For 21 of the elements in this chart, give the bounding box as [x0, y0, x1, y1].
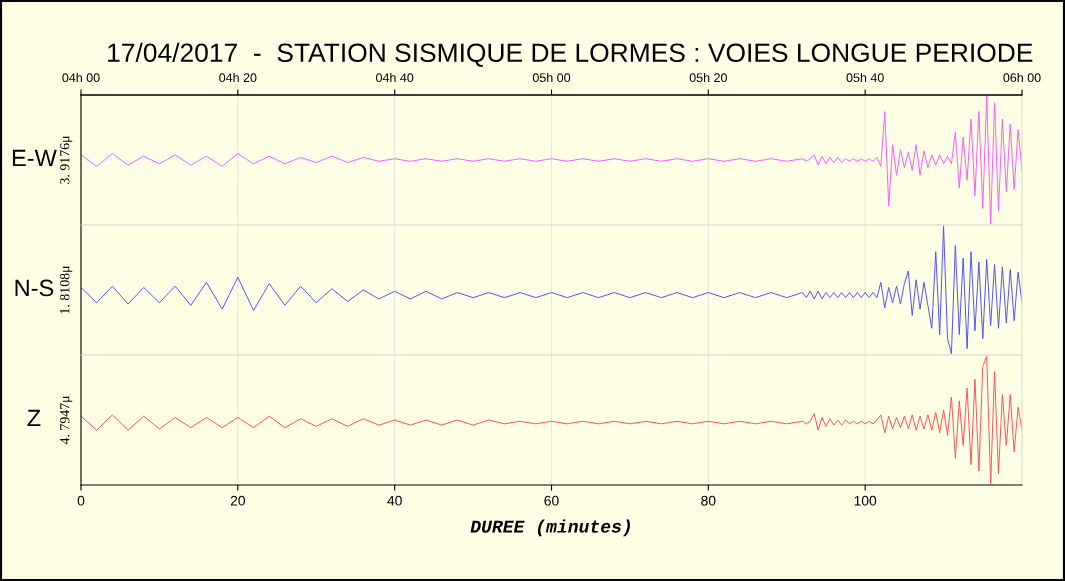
x2-tick-label: 05h 20 [689, 72, 727, 83]
chart-title: 17/04/2017 - STATION SISMIQUE DE LORMES : VOIES LONGUE PERIODE [108, 42, 1033, 67]
x2-tick-label: 04h 20 [219, 72, 257, 83]
x-tick-label: 100 [854, 495, 877, 506]
x2-tick-label: 06h 00 [1003, 72, 1041, 83]
x-tick-label: 60 [544, 495, 559, 506]
y-axis-title: N-S [15, 279, 54, 297]
x-tick-label: 40 [387, 495, 402, 506]
x2-tick-label: 04h 40 [376, 72, 414, 83]
x2-tick-label: 04h 00 [62, 72, 100, 83]
x-tick-label: 0 [77, 495, 85, 506]
x-tick-label: 20 [230, 495, 246, 506]
x2-tick-label: 05h 40 [846, 72, 884, 83]
y-axis-title: Z [27, 409, 41, 427]
x-tick-label: 80 [701, 495, 716, 506]
text: 4. 7947μ [60, 396, 73, 445]
x2-tick-label: 05h 00 [532, 72, 571, 83]
y-axis-title: E-W [12, 149, 57, 167]
x-axis-title: DUREE (minutes) [470, 519, 631, 537]
text: 3. 9176μ [60, 136, 73, 184]
text: 1. 8108μ [60, 266, 73, 314]
